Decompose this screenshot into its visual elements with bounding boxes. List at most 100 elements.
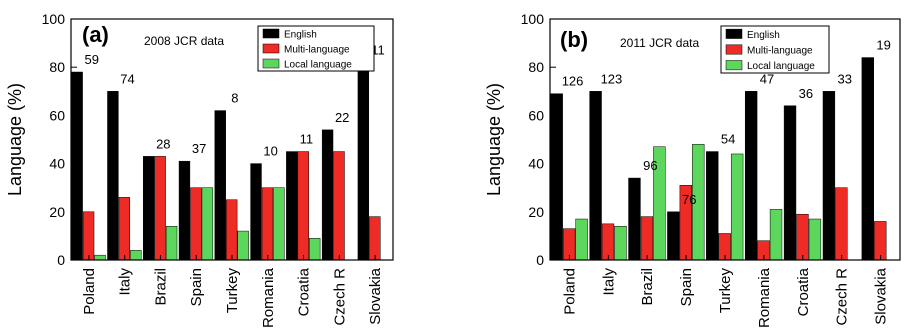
bar-local-language xyxy=(165,226,178,261)
y-tick-label: 60 xyxy=(528,107,544,123)
legend-swatch xyxy=(725,60,743,71)
sample-count-label: 123 xyxy=(601,71,623,86)
bar-multi-language xyxy=(369,216,381,261)
sample-count-label: 11 xyxy=(300,132,314,147)
bar-multi-language xyxy=(796,213,809,261)
bar-multi-language xyxy=(835,187,848,261)
y-axis-label: Language (%) xyxy=(5,83,25,196)
bar-multi-language xyxy=(601,223,615,261)
sample-count-label: 10 xyxy=(263,144,277,159)
sample-count-label: 47 xyxy=(760,71,774,86)
bar-english xyxy=(286,151,298,261)
bar-multi-language xyxy=(154,156,166,261)
bar-local-language xyxy=(730,153,744,261)
bar-english xyxy=(550,93,563,261)
bar-local-language xyxy=(614,226,627,261)
sample-count-label: 96 xyxy=(643,158,657,173)
category-label: Spain xyxy=(188,268,205,306)
bar-local-language xyxy=(273,187,285,261)
bar-english xyxy=(706,151,719,261)
category-label: Poland xyxy=(561,268,578,315)
category-label: Czech R xyxy=(834,268,851,326)
y-tick-label: 100 xyxy=(521,11,545,27)
bar-local-language xyxy=(808,218,822,261)
legend-entry: Multi-language xyxy=(284,44,350,55)
plot-frame xyxy=(549,18,901,261)
y-tick-label: 20 xyxy=(49,204,65,220)
y-tick-label: 0 xyxy=(536,252,544,268)
bar-multi-language xyxy=(226,199,238,261)
bar-multi-language xyxy=(118,197,131,261)
category-label: Romania xyxy=(756,267,773,328)
legend-swatch xyxy=(725,28,743,39)
legend-entry: Multi-language xyxy=(747,45,813,56)
bar-multi-language xyxy=(297,151,309,261)
y-tick-label: 40 xyxy=(49,156,65,172)
bar-english xyxy=(744,91,758,261)
category-label: Brazil xyxy=(639,268,656,306)
bar-english xyxy=(822,91,836,261)
category-label: Turkey xyxy=(224,268,241,314)
bar-local-language xyxy=(130,250,142,261)
legend-entry: Local language xyxy=(747,61,815,72)
y-tick-label: 80 xyxy=(49,59,65,75)
y-tick-label: 80 xyxy=(528,59,544,75)
sample-count-label: 11 xyxy=(371,42,385,57)
category-label: Poland xyxy=(81,268,98,315)
legend-swatch xyxy=(262,58,280,69)
category-label: Spain xyxy=(678,268,695,306)
legend-entry: English xyxy=(284,29,317,40)
bar-english xyxy=(143,156,155,261)
legend: English Multi-language Local language xyxy=(257,25,375,72)
sample-count-label: 19 xyxy=(876,38,890,53)
plot-frame xyxy=(70,18,394,261)
bar-multi-language xyxy=(640,216,654,261)
bar-english xyxy=(667,211,680,261)
bar-english xyxy=(861,57,874,261)
chart-panel-b: Language (%) 0 20 40 60 80 100 Poland 126 Italy 12… xyxy=(484,11,901,328)
panel-label: (b) xyxy=(560,27,588,52)
sample-count-label: 126 xyxy=(562,74,584,89)
bar-local-language xyxy=(575,218,588,261)
bar-local-language xyxy=(769,209,783,261)
category-label: Italy xyxy=(600,268,617,296)
sample-count-label: 37 xyxy=(192,141,206,156)
category-label: Croatia xyxy=(795,267,812,316)
category-label: Croatia xyxy=(296,267,313,316)
legend-swatch xyxy=(262,43,280,54)
panel-label: (a) xyxy=(82,22,109,47)
legend-entry: Local language xyxy=(284,59,352,70)
y-tick-label: 100 xyxy=(42,11,66,27)
sample-count-label: 22 xyxy=(335,110,349,125)
category-label: Czech R xyxy=(331,268,348,326)
bar-english xyxy=(589,91,602,261)
y-axis-label: Language (%) xyxy=(484,83,504,196)
category-label: Italy xyxy=(117,268,134,296)
legend-swatch xyxy=(262,28,280,39)
sample-count-label: 76 xyxy=(682,192,696,207)
bar-english xyxy=(783,105,797,261)
y-tick-label: 0 xyxy=(57,252,65,268)
bar-multi-language xyxy=(333,151,345,261)
bar-english xyxy=(250,163,262,261)
bar-english xyxy=(321,129,334,261)
bar-english xyxy=(357,62,370,261)
chart-panel-a: Language (%) 0 20 40 60 80 100 Poland 59 Italy 74 B… xyxy=(5,11,394,328)
sample-count-label: 59 xyxy=(85,52,99,67)
bar-local-language xyxy=(201,187,214,261)
bar-english xyxy=(178,160,191,261)
category-label: Turkey xyxy=(717,268,734,314)
sample-count-label: 36 xyxy=(799,86,813,101)
chart-subtitle: 2011 JCR data xyxy=(620,36,699,50)
bar-english xyxy=(71,71,83,261)
bar-english xyxy=(214,110,226,261)
y-tick-label: 40 xyxy=(528,156,544,172)
y-tick-label: 20 xyxy=(528,204,544,220)
bar-multi-language xyxy=(874,221,887,261)
sample-count-label: 33 xyxy=(838,71,852,86)
bar-english xyxy=(628,177,641,261)
bar-multi-language xyxy=(190,187,202,261)
legend: English Multi-language Local language xyxy=(720,25,830,74)
bar-local-language xyxy=(309,238,321,261)
